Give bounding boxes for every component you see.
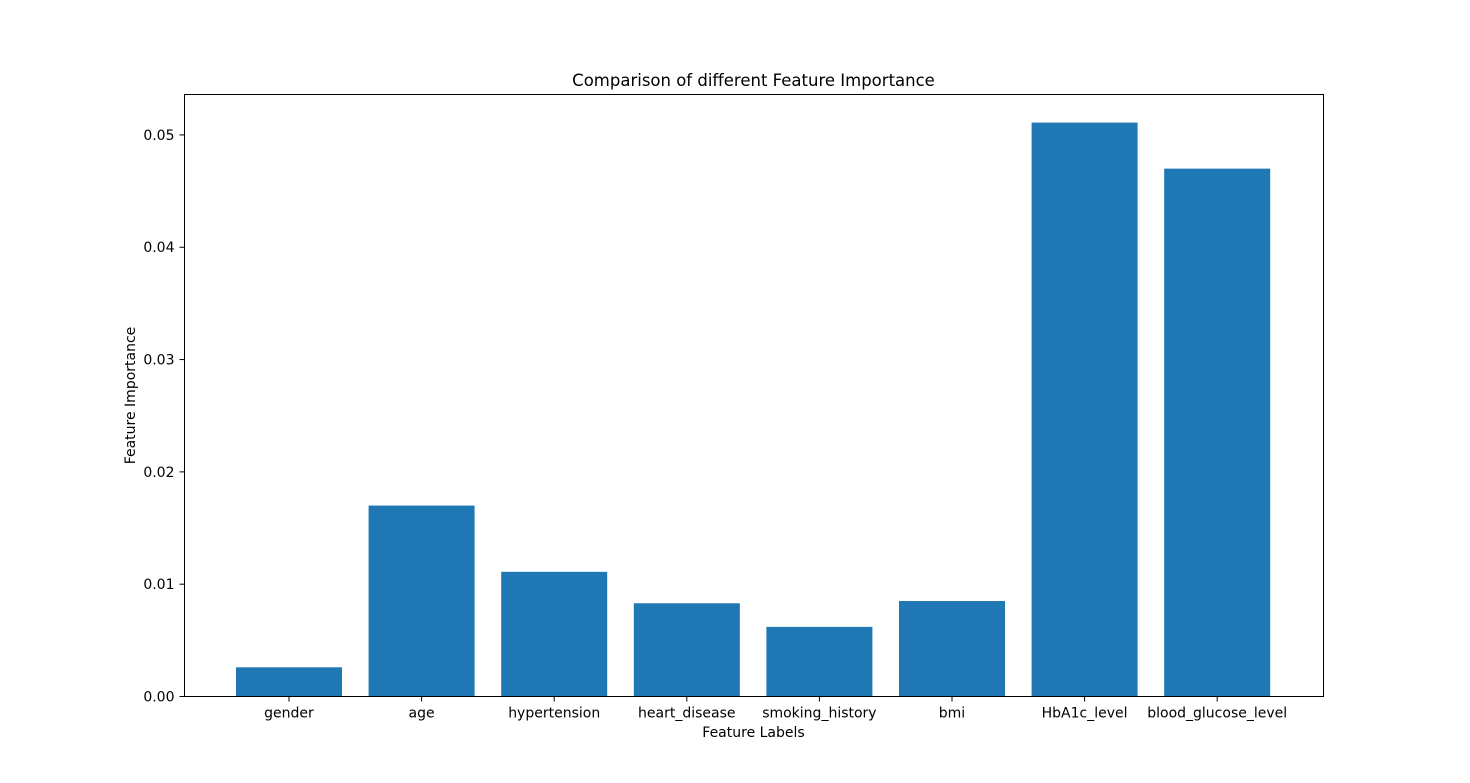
x-tick-label: blood_glucose_level (1147, 706, 1287, 722)
x-tick-label: heart_disease (638, 706, 735, 722)
bar-heart-disease (633, 603, 740, 697)
y-tick-label: 0.04 (143, 240, 174, 256)
bar-hypertension (501, 571, 608, 697)
chart-title: Comparison of different Feature Importan… (572, 71, 935, 90)
y-tick-label: 0.00 (143, 690, 174, 706)
y-tick-label: 0.01 (143, 577, 174, 593)
bar-blood-glucose-level (1164, 168, 1271, 697)
bar-smoking-history (766, 626, 873, 697)
y-axis-ticks: 0.00 0.01 0.02 0.03 0.04 0.05 (143, 128, 185, 706)
x-tick-label: smoking_history (762, 706, 876, 722)
bar-age (368, 505, 475, 697)
bar-hba1c-level (1031, 122, 1138, 697)
x-tick-label: gender (264, 706, 314, 722)
y-tick-label: 0.03 (143, 353, 174, 369)
bars-group (236, 122, 1271, 697)
y-axis-label: Feature Importance (123, 327, 139, 465)
x-tick-label: bmi (939, 706, 965, 722)
x-axis-label: Feature Labels (702, 725, 804, 741)
x-axis-ticks: gender age hypertension heart_disease smokin… (264, 696, 1287, 722)
y-tick-label: 0.02 (143, 465, 174, 481)
y-tick-label: 0.05 (143, 128, 174, 144)
bar-bmi (899, 601, 1005, 697)
plot-frame (184, 94, 1324, 697)
x-tick-label: hypertension (508, 706, 600, 722)
x-tick-label: HbA1c_level (1042, 706, 1128, 722)
x-tick-label: age (409, 706, 435, 722)
bar-gender (236, 667, 342, 697)
